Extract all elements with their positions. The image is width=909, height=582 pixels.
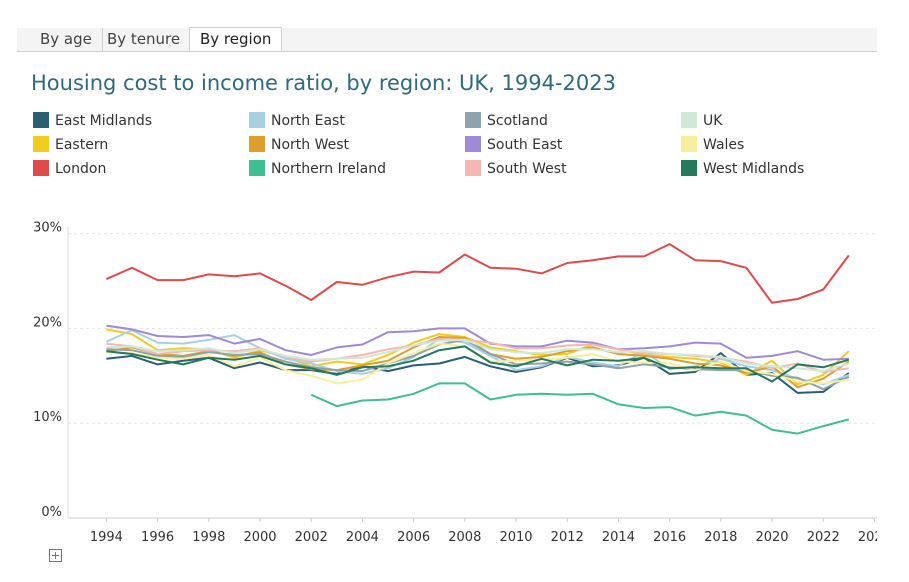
- x-tick-label: 2010: [499, 530, 532, 545]
- legend-swatch: [465, 160, 481, 176]
- x-tick-label: 2016: [653, 530, 686, 545]
- series-line: [106, 338, 850, 373]
- x-tick-label: 2012: [551, 530, 584, 545]
- x-tick-label: 2004: [346, 530, 379, 545]
- series-line: [106, 338, 850, 391]
- legend-swatch: [33, 160, 49, 176]
- y-tick-label: 20%: [33, 315, 62, 330]
- x-tick-label: 1998: [192, 530, 225, 545]
- series-line: [106, 352, 850, 394]
- series-line: [310, 382, 850, 435]
- x-tick-label: 2022: [807, 530, 840, 545]
- x-tick-label: 1996: [141, 530, 174, 545]
- legend-label: South West: [487, 161, 567, 177]
- legend-swatch: [681, 160, 697, 176]
- legend-swatch: [681, 112, 697, 128]
- x-tick-label: 2008: [448, 530, 481, 545]
- legend-label: North East: [271, 113, 345, 129]
- x-tick-label: 2000: [243, 530, 276, 545]
- series-line: [105, 329, 850, 386]
- chart: Housing cost to income ratio, by region:…: [31, 71, 877, 562]
- legend-label: Northern Ireland: [271, 161, 386, 177]
- legend-swatch: [33, 112, 49, 128]
- legend-label: Scotland: [487, 113, 548, 129]
- tab-bar: By age By tenure By region: [17, 27, 877, 52]
- legend-label: West Midlands: [703, 161, 804, 177]
- legend-label: London: [55, 161, 106, 177]
- legend-swatch: [465, 112, 481, 128]
- legend-label: East Midlands: [55, 113, 152, 129]
- legend-swatch: [249, 136, 265, 152]
- series-line: [106, 324, 849, 361]
- x-tick-label: 2020: [755, 530, 788, 545]
- y-tick-label: 10%: [33, 410, 62, 425]
- legend-swatch: [249, 112, 265, 128]
- tab[interactable]: By age: [30, 28, 103, 51]
- x-tick-label: 2024: [858, 530, 877, 545]
- x-tick-label: 2002: [295, 530, 328, 545]
- legend-swatch: [681, 136, 697, 152]
- legend-label: UK: [703, 113, 723, 129]
- tab[interactable]: By region: [189, 27, 283, 51]
- y-tick-label: 0%: [41, 505, 62, 520]
- expand-icon-plus: [52, 552, 59, 559]
- x-tick-label: 2014: [602, 530, 635, 545]
- series-line: [106, 345, 850, 383]
- legend-label: North West: [271, 137, 350, 153]
- x-tick-label: 1994: [90, 530, 123, 545]
- legend-label: Eastern: [55, 137, 108, 153]
- legend-swatch: [33, 136, 49, 152]
- legend-swatch: [249, 160, 265, 176]
- x-tick-label: 2018: [704, 530, 737, 545]
- legend-swatch: [465, 136, 481, 152]
- x-tick-label: 2006: [397, 530, 430, 545]
- legend-label: South East: [487, 137, 563, 153]
- chart-title: Housing cost to income ratio, by region:…: [31, 71, 616, 95]
- legend-label: Wales: [703, 137, 744, 153]
- y-tick-label: 30%: [33, 221, 62, 236]
- series-line: [105, 243, 850, 304]
